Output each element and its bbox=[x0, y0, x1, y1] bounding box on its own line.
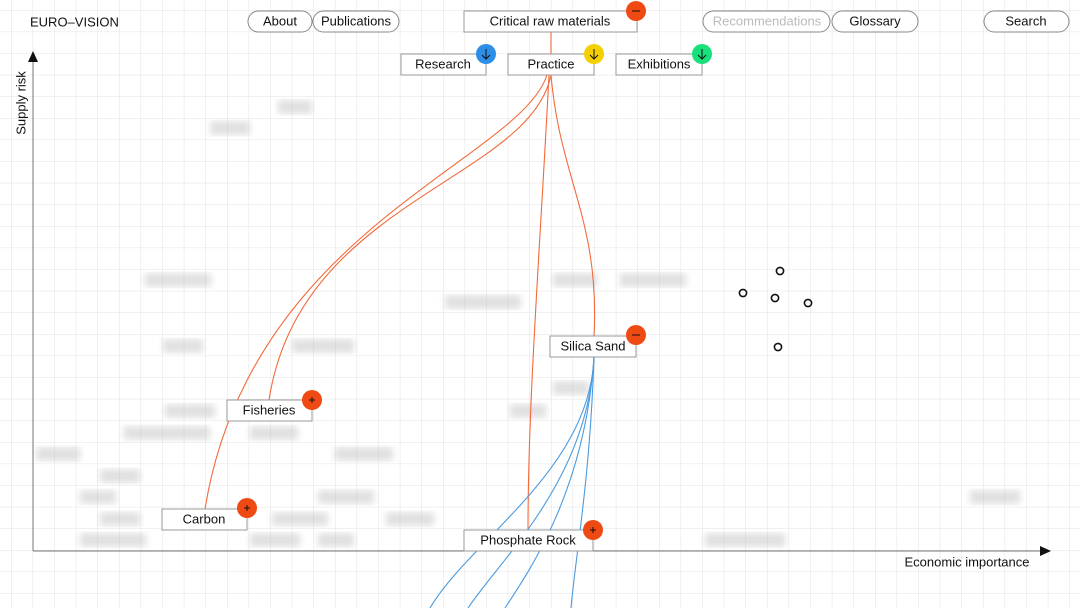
node-label: Phosphate Rock bbox=[480, 532, 576, 547]
node-carbon[interactable]: Carbon bbox=[161, 498, 257, 531]
x-arrow bbox=[1040, 546, 1051, 556]
rect-shape bbox=[36, 447, 80, 461]
circle-shape bbox=[803, 298, 813, 308]
path-shape bbox=[590, 527, 596, 533]
nav-glossary[interactable]: Glossary bbox=[831, 10, 919, 33]
rect-shape bbox=[163, 339, 203, 353]
points bbox=[738, 266, 813, 352]
path-shape bbox=[570, 356, 595, 608]
rect-shape bbox=[702, 10, 831, 33]
nav-recommendations[interactable]: Recommendations bbox=[702, 10, 831, 33]
rect-shape bbox=[318, 490, 374, 504]
x-axis-label: Economic importance bbox=[905, 554, 1030, 569]
path-shape bbox=[589, 49, 599, 60]
rect-shape bbox=[247, 10, 313, 33]
rect-shape bbox=[507, 53, 595, 76]
rect-shape bbox=[292, 339, 354, 353]
nav-label: Glossary bbox=[849, 13, 901, 28]
nav-label: Critical raw materials bbox=[490, 13, 611, 28]
node-fisheries[interactable]: Fisheries bbox=[226, 390, 322, 422]
rect-shape bbox=[210, 121, 250, 135]
rect-shape bbox=[272, 512, 328, 526]
circle-shape bbox=[738, 288, 748, 298]
rect-shape bbox=[100, 512, 140, 526]
section-exhibitions[interactable]: Exhibitions bbox=[615, 44, 712, 76]
axes: Supply risk Economic importance bbox=[13, 51, 1051, 569]
rect-shape bbox=[80, 490, 116, 504]
rect-shape bbox=[80, 533, 146, 547]
circle-shape bbox=[773, 342, 783, 352]
sections: Research Practice Exhibitions bbox=[400, 44, 712, 76]
path-shape bbox=[309, 397, 315, 403]
section-label: Practice bbox=[528, 56, 575, 71]
path-shape bbox=[697, 49, 707, 60]
path-shape bbox=[527, 74, 550, 531]
path-shape bbox=[504, 356, 595, 608]
rect-shape bbox=[318, 533, 354, 547]
nav-critical[interactable]: Critical raw materials bbox=[463, 1, 646, 33]
rect-shape bbox=[100, 469, 140, 483]
rect-shape bbox=[553, 381, 589, 395]
y-axis-label: Supply risk bbox=[13, 71, 28, 135]
rect-shape bbox=[983, 10, 1070, 33]
rect-shape bbox=[510, 404, 546, 418]
rect-shape bbox=[161, 508, 248, 531]
rect-shape bbox=[705, 533, 785, 547]
node-label: Fisheries bbox=[243, 402, 296, 417]
path-shape bbox=[467, 356, 595, 608]
rect-shape bbox=[312, 10, 400, 33]
rect-shape bbox=[386, 512, 434, 526]
rect-shape bbox=[831, 10, 919, 33]
rect-shape bbox=[445, 295, 521, 309]
node-silica[interactable]: Silica Sand bbox=[549, 325, 646, 358]
rect-shape bbox=[620, 273, 686, 287]
rect-shape bbox=[250, 533, 300, 547]
rect-shape bbox=[400, 53, 487, 76]
rect-shape bbox=[250, 426, 298, 440]
node-label: Silica Sand bbox=[560, 338, 625, 353]
section-label: Research bbox=[415, 56, 471, 71]
section-practice[interactable]: Practice bbox=[507, 44, 604, 76]
rect-shape bbox=[278, 100, 312, 114]
path-shape bbox=[244, 505, 250, 511]
node-label: Carbon bbox=[183, 511, 226, 526]
path-shape bbox=[550, 74, 596, 337]
y-arrow bbox=[28, 51, 38, 62]
rect-shape bbox=[549, 335, 637, 358]
nav-label: Search bbox=[1005, 13, 1046, 28]
nodes: Silica Sand Fisheries Carbon Phosphate R… bbox=[161, 325, 646, 552]
section-label: Exhibitions bbox=[628, 56, 691, 71]
nav-search[interactable]: Search bbox=[983, 10, 1070, 33]
circle-shape bbox=[775, 266, 785, 276]
rect-shape bbox=[553, 273, 597, 287]
nav-publications[interactable]: Publications bbox=[312, 10, 400, 33]
rect-shape bbox=[165, 404, 215, 418]
rect-shape bbox=[335, 447, 393, 461]
section-research[interactable]: Research bbox=[400, 44, 496, 76]
rect-shape bbox=[463, 529, 594, 552]
nav: About Publications Critical raw material… bbox=[247, 1, 1070, 33]
rect-shape bbox=[124, 426, 210, 440]
rect-shape bbox=[463, 10, 638, 33]
blurred-labels bbox=[36, 100, 1020, 547]
rect-shape bbox=[226, 399, 313, 422]
circle-shape bbox=[770, 293, 780, 303]
rect-shape bbox=[145, 273, 211, 287]
node-phosphate[interactable]: Phosphate Rock bbox=[463, 520, 603, 552]
site-title[interactable]: EURO–VISION bbox=[30, 14, 119, 29]
path-shape bbox=[268, 74, 552, 401]
nav-about[interactable]: About bbox=[247, 10, 313, 33]
nav-label: Recommendations bbox=[713, 13, 822, 28]
rect-shape bbox=[615, 53, 703, 76]
path-shape bbox=[429, 356, 595, 608]
nav-label: Publications bbox=[321, 13, 392, 28]
nav-label: About bbox=[263, 13, 297, 28]
rect-shape bbox=[970, 490, 1020, 504]
path-shape bbox=[481, 49, 491, 60]
